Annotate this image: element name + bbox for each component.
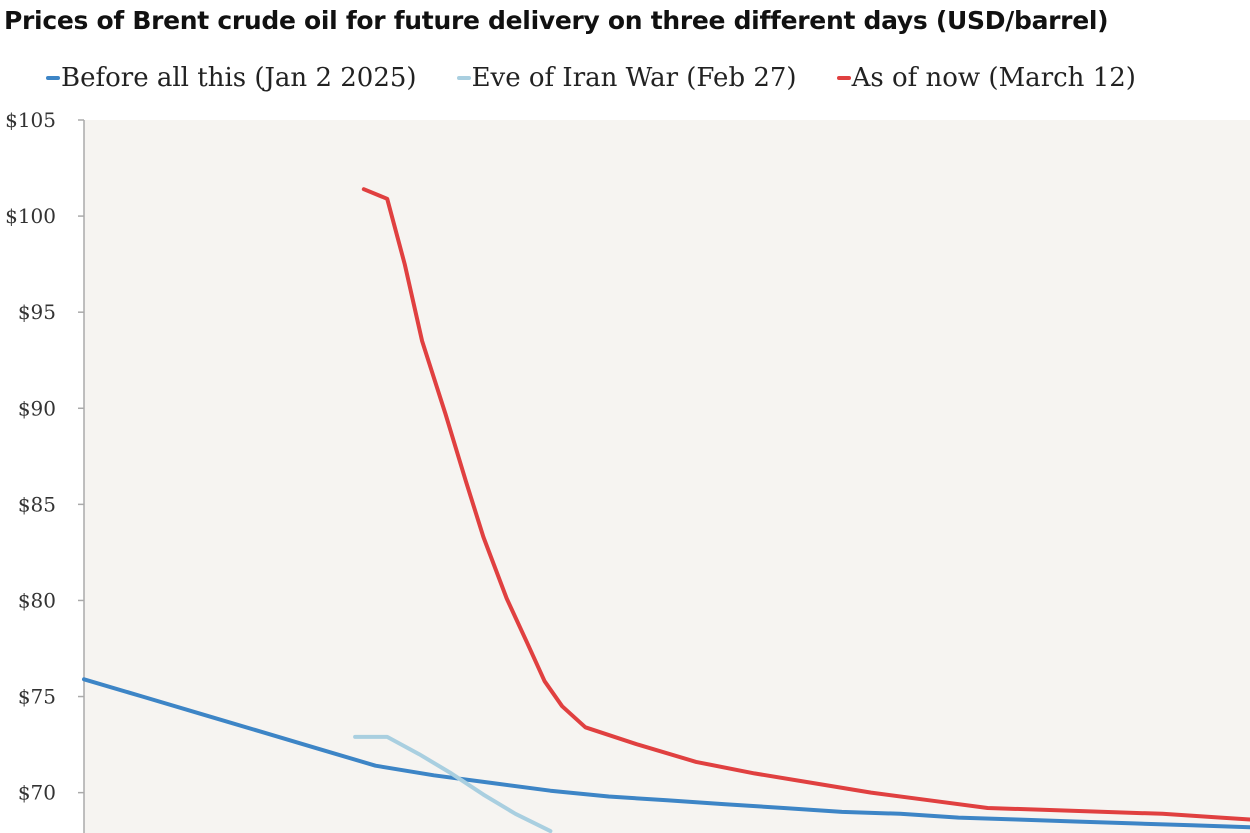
legend-swatch-as-of-now	[836, 76, 851, 80]
y-tick-label: $85	[18, 492, 56, 516]
y-tick-label: $75	[18, 685, 56, 709]
plot-area	[84, 120, 1250, 833]
series-lines	[82, 187, 1250, 833]
chart-title: Prices of Brent crude oil for future del…	[4, 6, 1109, 35]
legend-label-eve-of-iran-war: Eve of Iran War (Feb 27)	[471, 63, 797, 93]
y-axis-ticks: $105 $100 $95 $90 $85 $80 $75 $70	[5, 108, 84, 805]
legend-label-as-of-now: As of now (March 12)	[851, 63, 1136, 93]
series-line-as-of-now	[361, 187, 1250, 822]
legend: Before all this (Jan 2 2025) Eve of Iran…	[46, 58, 1176, 98]
legend-swatch-eve-of-iran-war	[456, 76, 471, 80]
legend-item-as-of-now: As of now (March 12)	[836, 63, 1136, 93]
series-line-eve-of-iran-war	[353, 734, 553, 833]
y-tick-label: $100	[5, 204, 56, 228]
y-tick-label: $95	[18, 300, 56, 324]
y-tick-label: $80	[18, 588, 56, 612]
y-tick-label: $90	[18, 396, 56, 420]
y-tick-label: $105	[5, 108, 56, 132]
series-line-before-all-this	[82, 677, 1250, 830]
legend-label-before-all-this: Before all this (Jan 2 2025)	[61, 63, 417, 93]
y-tick-label: $70	[18, 781, 56, 805]
legend-swatch-before-all-this	[46, 76, 60, 80]
legend-item-before-all-this: Before all this (Jan 2 2025)	[46, 63, 417, 93]
legend-item-eve-of-iran-war: Eve of Iran War (Feb 27)	[456, 63, 797, 93]
